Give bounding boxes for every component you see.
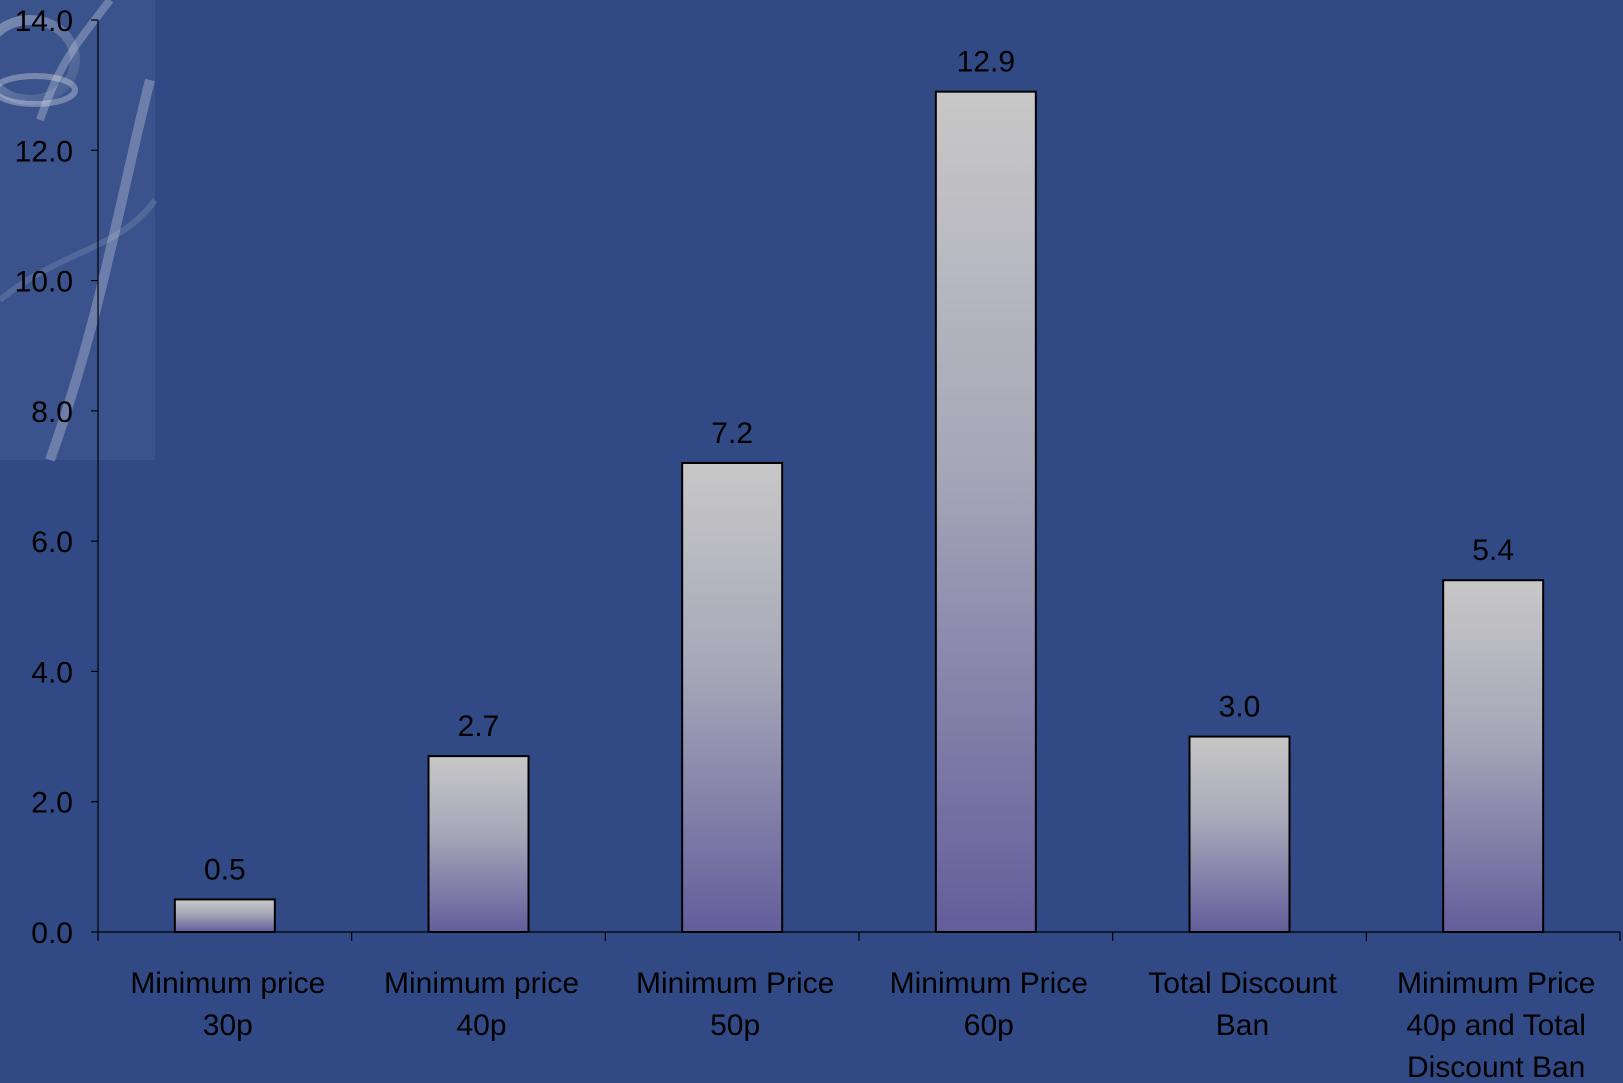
- y-tick-label: 10.0: [15, 266, 73, 299]
- bars: [173, 90, 1545, 934]
- axes: [91, 19, 1621, 941]
- data-label: 2.7: [458, 710, 500, 743]
- data-label: 3.0: [1219, 691, 1261, 724]
- x-tick-label-line: 30p: [203, 1009, 253, 1042]
- bar: [681, 461, 784, 933]
- labels: 0.0 2.0 4.0 6.0 8.0 10.0 12.0 14.0 0.5 Minimum pr…: [15, 5, 1596, 1083]
- bar: [1442, 579, 1545, 933]
- x-tick-label: Minimum Price 40p and Total Discount Ban: [1397, 967, 1595, 1083]
- data-label: 5.4: [1472, 534, 1514, 567]
- y-tick-label: 6.0: [31, 526, 73, 559]
- y-tick-label: 4.0: [31, 656, 73, 689]
- x-tick-label-line: Discount Ban: [1407, 1051, 1585, 1083]
- x-tick-label-line: Minimum Price: [1397, 967, 1595, 1000]
- y-tick-label: 14.0: [15, 5, 73, 38]
- x-tick-label-line: Minimum Price: [890, 967, 1088, 1000]
- data-label: 7.2: [711, 417, 753, 450]
- crest-watermark-icon: [0, 0, 158, 462]
- x-tick-label: Minimum Price 60p: [890, 967, 1088, 1042]
- bar: [173, 898, 276, 934]
- x-tick-label-line: 40p and Total: [1406, 1009, 1586, 1042]
- x-tick-label: Minimum price 40p: [384, 967, 579, 1042]
- y-tick-label: 12.0: [15, 135, 73, 168]
- x-tick-label-line: Total Discount: [1148, 967, 1337, 1000]
- x-tick-label: Minimum price 30p: [130, 967, 325, 1042]
- x-tick-label-line: 60p: [964, 1009, 1014, 1042]
- y-tick-label: 8.0: [31, 396, 73, 429]
- x-tick-label-line: 50p: [710, 1009, 760, 1042]
- y-tick-label: 2.0: [31, 787, 73, 820]
- x-tick-label-line: Minimum price: [384, 967, 579, 1000]
- x-tick-label: Total Discount Ban: [1148, 967, 1337, 1042]
- x-tick-label-line: Minimum Price: [636, 967, 834, 1000]
- x-tick-label-line: Minimum price: [130, 967, 325, 1000]
- bar: [1188, 735, 1291, 933]
- x-tick-label-line: Ban: [1216, 1009, 1269, 1042]
- data-label: 12.9: [957, 46, 1015, 79]
- bar: [934, 90, 1037, 933]
- y-tick-label: 0.0: [31, 917, 73, 950]
- x-tick-label: Minimum Price 50p: [636, 967, 834, 1042]
- bar: [427, 755, 530, 933]
- x-tick-label-line: 40p: [456, 1009, 506, 1042]
- data-label: 0.5: [204, 853, 246, 886]
